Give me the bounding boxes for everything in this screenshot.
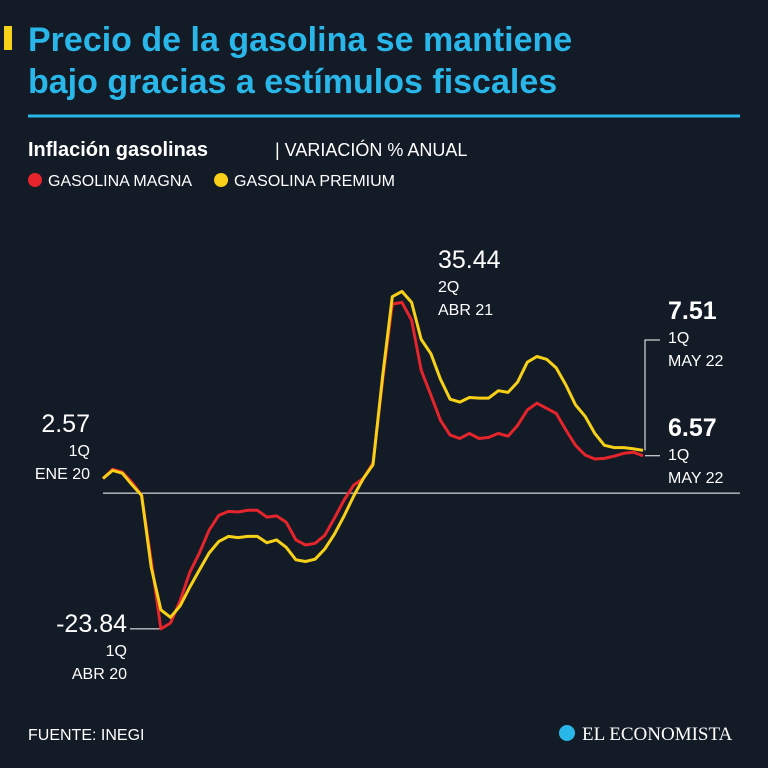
brand: EL ECONOMISTA <box>582 724 733 745</box>
annotation-value: 2.57 <box>41 410 90 438</box>
source: FUENTE: INEGI <box>28 727 144 744</box>
annotation-period: 1Q <box>668 330 689 347</box>
title-line: Precio de la gasolina se mantiene <box>28 21 572 59</box>
annotation-value: 7.51 <box>668 297 717 325</box>
subtitle: Inflación gasolinas <box>28 139 208 161</box>
annotation-value: 6.57 <box>668 414 717 442</box>
legend-label: GASOLINA PREMIUM <box>234 173 395 190</box>
annotation-date: MAY 22 <box>668 353 724 370</box>
unit-label: | VARIACIÓN % ANUAL <box>275 139 467 160</box>
leader-line <box>644 339 660 451</box>
annotation-date: ENE 20 <box>35 466 90 483</box>
annotation-value: 35.44 <box>438 246 501 274</box>
title-marker <box>4 26 12 50</box>
annotation-date: ABR 20 <box>72 666 127 683</box>
legend-label: GASOLINA MAGNA <box>48 173 192 190</box>
legend-dot <box>28 173 42 187</box>
annotation-period: 1Q <box>668 447 689 464</box>
annotation-value: -23.84 <box>56 610 127 638</box>
annotation-period: 2Q <box>438 279 459 296</box>
annotation-period: 1Q <box>106 643 127 660</box>
annotation-period: 1Q <box>69 443 90 460</box>
annotation-date: MAY 22 <box>668 470 724 487</box>
legend-dot <box>214 173 229 187</box>
series-line <box>102 289 644 619</box>
brand-logo <box>559 725 575 741</box>
title-line: bajo gracias a estímulos fiscales <box>28 63 557 101</box>
annotation-date: ABR 21 <box>438 302 493 319</box>
